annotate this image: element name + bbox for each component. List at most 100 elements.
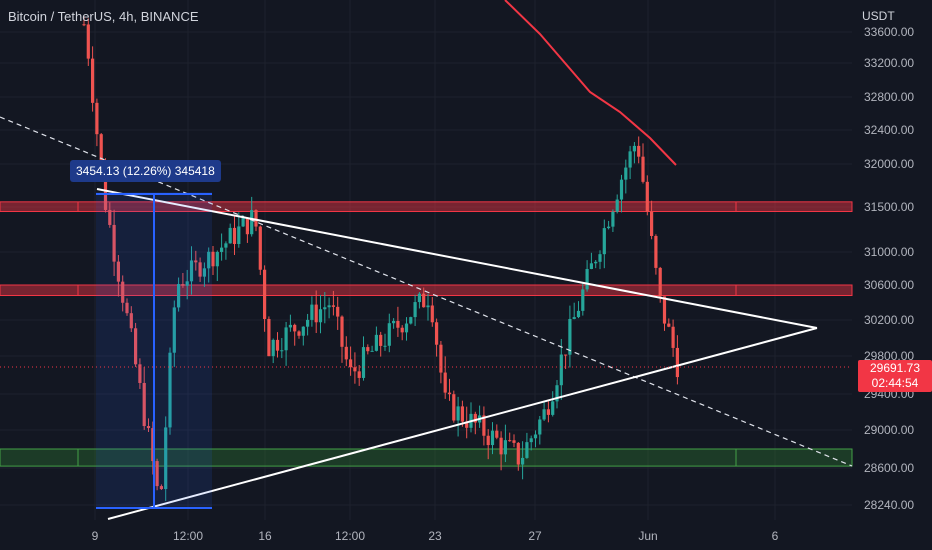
- candle-body: [215, 251, 219, 267]
- candle-body: [349, 359, 353, 368]
- candle-body: [460, 406, 464, 422]
- moving-average-line: [504, 0, 677, 166]
- candle-body: [529, 438, 533, 443]
- candle-body: [508, 440, 512, 442]
- candle-body: [654, 235, 658, 268]
- candle-body: [177, 284, 181, 308]
- candle-body: [383, 345, 387, 347]
- candle-body: [129, 313, 133, 329]
- candle-body: [310, 304, 314, 320]
- candle-body: [503, 440, 507, 455]
- candle-body: [426, 305, 430, 308]
- candle-body: [551, 401, 555, 415]
- candle-body: [452, 394, 456, 421]
- price-tick-label: 28600.00: [864, 461, 914, 475]
- candle-body: [224, 243, 228, 248]
- candlestick-series: [82, 16, 679, 502]
- candle-body: [250, 210, 254, 235]
- last-price-tag: 29691.73 02:44:54: [858, 360, 932, 392]
- candle-body: [263, 269, 267, 320]
- candle-body: [103, 168, 108, 210]
- candle-body: [301, 326, 305, 336]
- candle-body: [641, 156, 645, 182]
- candle-body: [125, 302, 129, 314]
- candle-body: [607, 226, 611, 229]
- candle-body: [409, 317, 413, 324]
- candle-body: [564, 354, 568, 356]
- time-tick-label: 9: [92, 529, 99, 543]
- candle-body: [361, 347, 366, 378]
- candle-body: [134, 328, 138, 365]
- candle-body: [237, 226, 241, 245]
- measure-label: 3454.13 (12.26%) 345418: [70, 160, 221, 182]
- last-price-value: 29691.73: [869, 361, 921, 375]
- candle-body: [473, 413, 477, 423]
- candle-body: [254, 210, 258, 227]
- candle-body: [146, 426, 151, 429]
- countdown-value: 02:44:54: [871, 376, 919, 390]
- candle-body: [323, 307, 327, 310]
- time-tick-label: Jun: [638, 529, 657, 543]
- candle-body: [499, 437, 503, 455]
- candle-body: [546, 409, 550, 415]
- candle-body: [456, 406, 460, 421]
- candle-body: [379, 334, 383, 346]
- candle-body: [82, 24, 86, 26]
- price-tick-label: 30600.00: [864, 278, 914, 292]
- candle-body: [387, 323, 391, 346]
- candle-body: [336, 306, 340, 317]
- candle-body: [422, 293, 426, 308]
- candle-body: [228, 227, 232, 244]
- time-tick-label: 16: [258, 529, 272, 543]
- price-tick-label: 33600.00: [864, 25, 914, 39]
- candle-body: [95, 102, 99, 135]
- candle-body: [86, 24, 90, 59]
- candle-body: [658, 267, 662, 297]
- candle-body: [288, 324, 292, 328]
- candle-body: [589, 263, 593, 269]
- lower-triangle-line: [107, 327, 818, 520]
- candle-body: [340, 316, 344, 347]
- price-tick-label: 32400.00: [864, 123, 914, 137]
- time-tick-label: 12:00: [335, 529, 365, 543]
- candle-body: [568, 318, 572, 355]
- candle-body: [602, 228, 606, 255]
- candle-body: [245, 217, 249, 235]
- candle-body: [482, 415, 486, 436]
- candle-body: [181, 284, 185, 286]
- candle-body: [297, 331, 301, 336]
- price-tick-label: 31500.00: [864, 200, 914, 214]
- candle-body: [353, 367, 357, 372]
- resistance-zone: [0, 201, 853, 212]
- candle-body: [486, 435, 490, 446]
- chart-title: Bitcoin / TetherUS, 4h, BINANCE: [8, 9, 199, 24]
- candle-body: [318, 309, 323, 323]
- candle-body: [241, 217, 245, 227]
- candle-body: [220, 247, 224, 252]
- candle-body: [284, 327, 288, 351]
- candle-body: [576, 310, 581, 318]
- candle-body: [447, 392, 452, 395]
- candle-body: [675, 347, 679, 378]
- candle-body: [628, 151, 632, 168]
- candle-body: [581, 289, 585, 311]
- candle-body: [314, 304, 318, 323]
- price-tick-label: 29800.00: [864, 349, 914, 363]
- candle-body: [306, 319, 310, 327]
- candle-body: [366, 347, 370, 352]
- price-tick-label: 32000.00: [864, 157, 914, 171]
- candle-body: [232, 227, 237, 245]
- candle-body: [357, 371, 361, 378]
- candle-body: [624, 167, 628, 180]
- price-tick-label: 31000.00: [864, 245, 914, 259]
- candle-body: [164, 427, 168, 490]
- time-tick-label: 6: [772, 529, 779, 543]
- candle-body: [413, 302, 417, 318]
- time-axis: 9 12:00 16 12:00 23 27 Jun 6: [92, 529, 779, 543]
- candle-body: [194, 260, 198, 263]
- candle-body: [521, 457, 525, 465]
- price-axis: 33600.00 33200.00 32800.00 32400.00 32000.00…: [864, 25, 914, 512]
- candle-body: [572, 317, 576, 319]
- candle-body: [91, 58, 95, 103]
